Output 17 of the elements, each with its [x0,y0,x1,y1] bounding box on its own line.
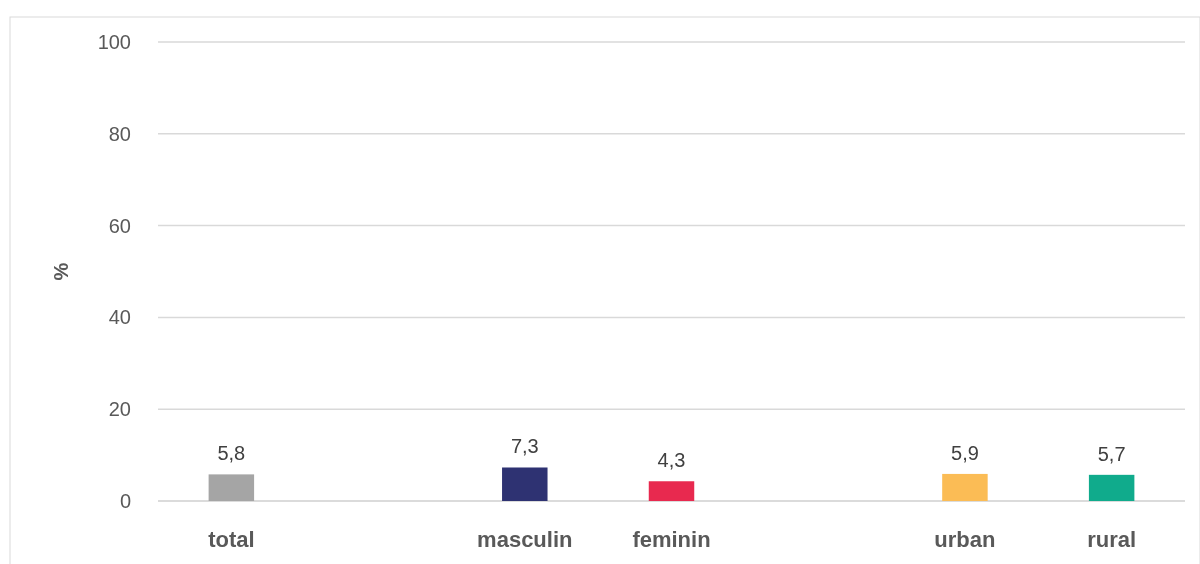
data-label: 7,3 [510,435,539,458]
y-axis-title: % [50,262,72,281]
data-label: 5,8 [217,442,246,465]
x-tick-label: urban [934,527,996,552]
y-tick-label: 60 [108,214,131,237]
y-tick-label: 0 [119,490,131,512]
data-label: 5,9 [951,441,979,464]
x-tick-label: masculin [477,527,573,552]
x-tick-label: rural [1087,527,1137,552]
y-tick-label: 80 [108,122,131,145]
y-tick-label: 100 [97,31,131,53]
x-tick-label: total [208,527,255,552]
y-tick-label: 40 [108,306,131,329]
data-label: 5,7 [1097,442,1126,465]
data-label: 4,3 [657,449,686,472]
x-tick-label: feminin [632,527,711,552]
y-tick-label: 20 [108,398,131,421]
